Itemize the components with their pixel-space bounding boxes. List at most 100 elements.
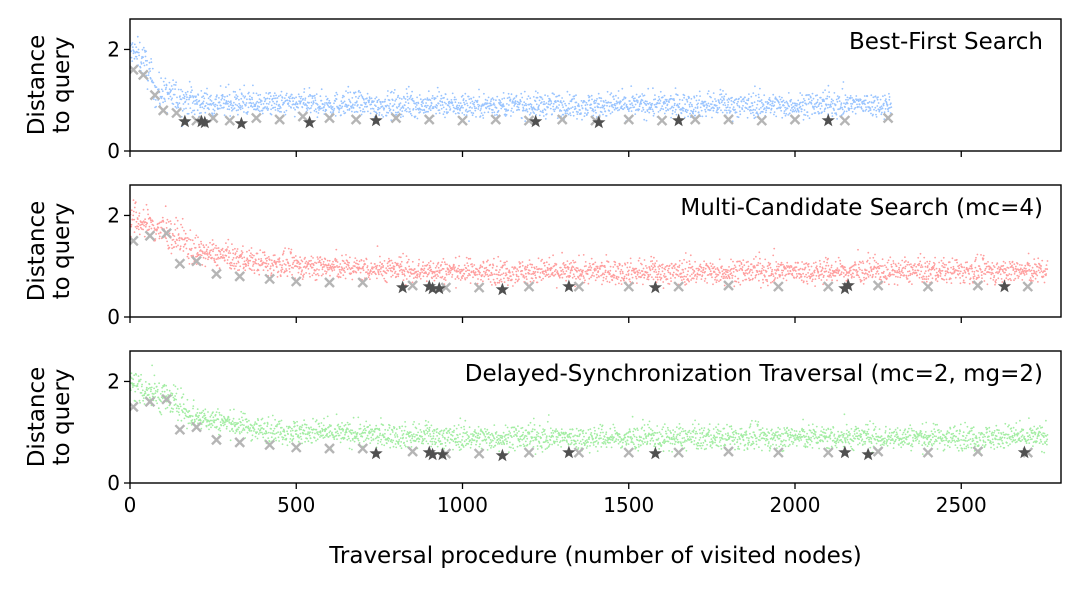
visited-point xyxy=(905,276,908,278)
visited-point xyxy=(494,282,497,284)
visited-point xyxy=(795,276,798,279)
visited-point xyxy=(586,270,588,272)
visited-point xyxy=(431,95,434,97)
y-tick-label: 0 xyxy=(107,139,120,163)
visited-point xyxy=(319,256,322,258)
visited-point xyxy=(870,270,873,273)
visited-point xyxy=(838,100,841,102)
best-star-marker xyxy=(821,113,835,127)
visited-point xyxy=(341,254,343,257)
visited-point xyxy=(744,274,746,277)
visited-point xyxy=(974,258,977,261)
visited-point xyxy=(580,104,583,107)
visited-point xyxy=(562,113,565,116)
visited-point xyxy=(453,268,456,270)
visited-point xyxy=(437,275,439,277)
visited-point xyxy=(266,265,269,267)
visited-point xyxy=(442,106,445,109)
visited-point xyxy=(264,106,267,108)
visited-point xyxy=(457,267,459,270)
visited-point xyxy=(815,265,818,267)
visited-point xyxy=(807,272,809,274)
visited-point xyxy=(723,275,725,278)
visited-point xyxy=(154,99,157,101)
visited-point xyxy=(651,108,654,111)
visited-point xyxy=(155,233,158,235)
visited-point xyxy=(455,287,457,289)
visited-point xyxy=(466,104,469,107)
visited-point xyxy=(267,256,270,258)
visited-point xyxy=(314,261,316,264)
visited-point xyxy=(203,252,206,255)
visited-point xyxy=(822,276,825,278)
visited-point xyxy=(296,262,298,265)
visited-point xyxy=(288,105,290,107)
visited-point xyxy=(861,269,863,272)
visited-point xyxy=(801,94,803,96)
visited-point xyxy=(665,100,668,103)
visited-point xyxy=(751,269,753,271)
visited-point xyxy=(232,104,235,107)
visited-point xyxy=(411,260,414,263)
visited-point xyxy=(949,277,952,280)
visited-point xyxy=(412,100,415,103)
visited-point xyxy=(729,106,731,109)
visited-point xyxy=(279,275,282,278)
visited-point xyxy=(877,102,880,104)
visited-point xyxy=(278,257,281,260)
visited-point xyxy=(681,276,684,278)
visited-point xyxy=(469,257,472,260)
visited-point xyxy=(832,99,834,102)
visited-point xyxy=(171,88,174,90)
visited-point xyxy=(276,260,278,263)
visited-point xyxy=(157,226,160,229)
visited-point xyxy=(927,269,930,272)
visited-point xyxy=(873,259,876,262)
visited-point xyxy=(456,104,459,107)
visited-point xyxy=(685,283,688,285)
visited-point xyxy=(750,263,753,266)
visited-point xyxy=(379,107,381,110)
visited-point xyxy=(673,99,675,102)
visited-point xyxy=(507,109,510,112)
visited-point xyxy=(683,96,685,99)
visited-point xyxy=(451,101,454,104)
visited-point xyxy=(140,61,143,63)
visited-point xyxy=(214,254,217,256)
visited-point xyxy=(560,102,563,104)
visited-point xyxy=(594,106,596,109)
visited-point xyxy=(899,276,902,279)
visited-point xyxy=(543,100,545,103)
visited-point xyxy=(261,251,264,254)
visited-point xyxy=(717,269,720,272)
visited-point xyxy=(351,105,354,107)
visited-point xyxy=(956,269,959,272)
candidate-marker xyxy=(390,112,402,124)
visited-point xyxy=(459,102,462,104)
visited-point xyxy=(840,271,843,273)
visited-point xyxy=(366,266,369,269)
visited-point xyxy=(845,110,848,113)
visited-point xyxy=(1007,274,1009,277)
visited-point xyxy=(174,88,177,90)
visited-point xyxy=(256,107,259,110)
visited-point xyxy=(732,260,734,263)
visited-point xyxy=(810,265,813,268)
visited-point xyxy=(746,103,749,105)
visited-point xyxy=(569,112,571,114)
visited-point xyxy=(526,266,529,269)
visited-point xyxy=(652,263,654,265)
visited-point xyxy=(590,257,593,260)
visited-point xyxy=(697,111,700,113)
visited-point xyxy=(242,101,245,104)
visited-point xyxy=(427,90,430,93)
visited-point xyxy=(147,72,150,74)
visited-point xyxy=(323,265,325,268)
visited-point xyxy=(773,111,776,113)
visited-point xyxy=(342,101,345,104)
visited-point xyxy=(737,116,740,119)
visited-point xyxy=(144,225,147,228)
visited-point xyxy=(436,86,439,89)
visited-point xyxy=(990,273,993,276)
visited-point xyxy=(592,114,595,117)
